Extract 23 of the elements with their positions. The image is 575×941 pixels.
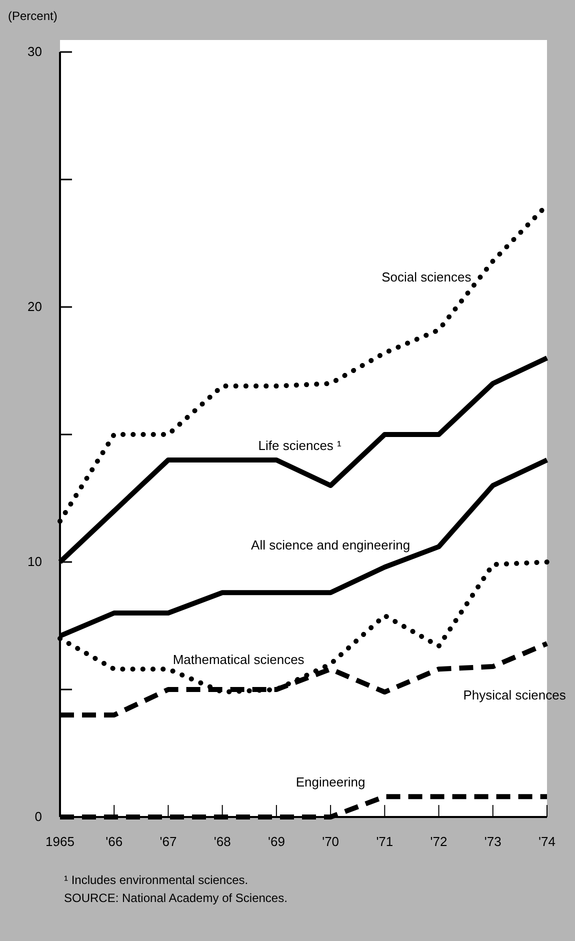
y-tick-label: 10	[28, 554, 42, 570]
x-tick-label: '72	[430, 834, 448, 850]
x-tick-label: 1965	[46, 834, 74, 850]
x-tick-label: '69	[268, 834, 285, 850]
x-tick-label: '73	[484, 834, 502, 850]
source-note: SOURCE: National Academy of Sciences.	[64, 891, 288, 905]
series-label: Mathematical sciences	[172, 652, 305, 667]
x-tick-label: '70	[322, 834, 340, 850]
x-tick-label: '68	[214, 834, 231, 850]
series-label: All science and engineering	[251, 537, 410, 552]
y-tick-label: 20	[28, 299, 42, 314]
series-label: Engineering	[296, 774, 366, 790]
y-tick-label: 0	[34, 809, 42, 824]
x-tick-label: '74	[538, 834, 556, 850]
series-label: Physical sciences	[463, 688, 566, 703]
x-tick-label: '71	[376, 834, 394, 850]
series-label: Social sciences	[382, 270, 472, 284]
x-tick-label: '66	[106, 834, 123, 850]
y-tick-label: 30	[28, 44, 42, 60]
series-label: Life sciences ¹	[258, 438, 342, 453]
x-tick-label: '67	[160, 834, 177, 850]
y-axis-title: (Percent)	[8, 9, 58, 23]
text: ¹ Includes environmental sciences.	[64, 873, 248, 887]
